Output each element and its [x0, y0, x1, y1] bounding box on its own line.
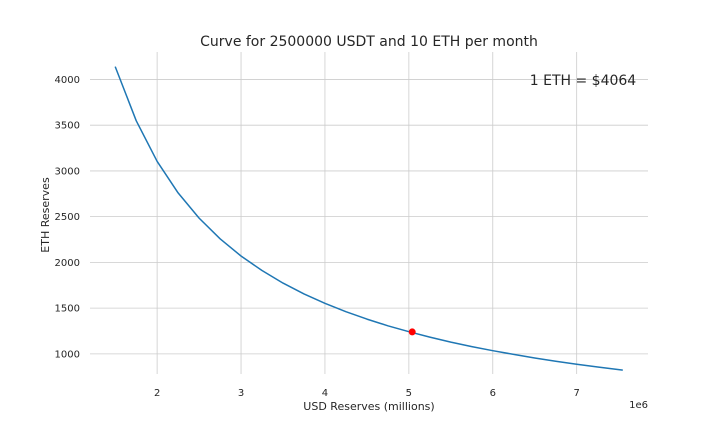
chart-title: Curve for 2500000 USDT and 10 ETH per mo… [200, 34, 538, 50]
y-tick-label: 4000 [55, 75, 80, 86]
y-tick-label: 2000 [55, 258, 80, 269]
x-gridlines [156, 52, 578, 374]
x-axis-label: USD Reserves (millions) [303, 400, 434, 413]
y-tick-label: 1000 [55, 349, 80, 360]
x-tick-label: 4 [322, 388, 328, 399]
y-tick-label: 1500 [55, 304, 80, 315]
x-tick-label: 3 [238, 388, 244, 399]
current-price-point [408, 328, 416, 336]
x-tick-label: 5 [406, 388, 412, 399]
series-layer [114, 66, 623, 371]
price-annotation: 1 ETH = $4064 [530, 73, 637, 89]
x-tick-label: 7 [573, 388, 579, 399]
y-axis-label: ETH Reserves [39, 177, 52, 253]
y-gridlines [90, 79, 648, 355]
series-line-curve [114, 66, 623, 371]
x-tick-labels: 2 3 4 5 6 7 [154, 388, 580, 399]
y-tick-label: 2500 [55, 212, 80, 223]
y-tick-label: 3500 [55, 121, 80, 132]
x-scale-offset-label: 1e6 [629, 400, 648, 411]
x-tick-label: 6 [490, 388, 496, 399]
y-tick-labels: 1000 1500 2000 2500 3000 3500 4000 [55, 75, 80, 360]
x-tick-label: 2 [154, 388, 160, 399]
y-tick-label: 3000 [55, 166, 80, 177]
